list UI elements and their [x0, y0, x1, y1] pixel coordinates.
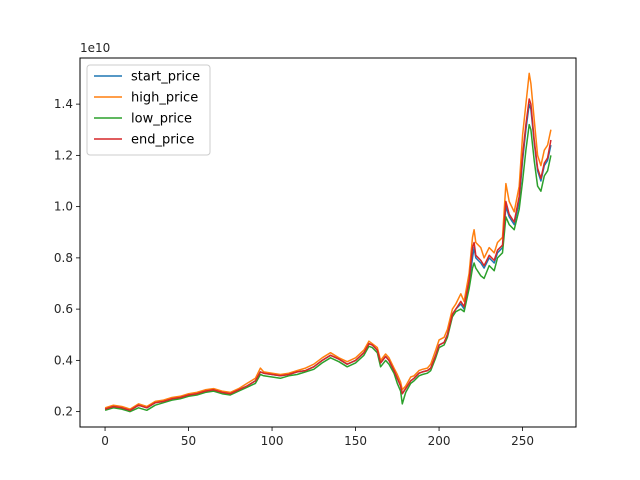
y-tick-label: 1.0	[54, 200, 73, 214]
legend-label-end-price: end_price	[131, 133, 194, 148]
x-tick-label: 250	[511, 434, 534, 448]
legend-label-low-price: low_price	[131, 112, 192, 127]
y-tick-label: 1.2	[54, 148, 73, 162]
series-layer	[104, 72, 552, 413]
y-tick-label: 0.6	[54, 302, 73, 316]
legend-label-start-price: start_price	[131, 70, 200, 85]
y-tick-label: 0.8	[54, 251, 73, 265]
series-line-end-price	[104, 98, 552, 412]
series-line-high-price	[104, 72, 552, 410]
x-tick-label: 200	[428, 434, 451, 448]
x-tick-label: 50	[181, 434, 196, 448]
y-tick-label: 0.4	[54, 353, 73, 367]
x-tick-label: 100	[261, 434, 284, 448]
legend: start_price high_price low_price end_price	[86, 64, 211, 156]
x-tick-label: 0	[101, 434, 109, 448]
legend-label-high-price: high_price	[131, 91, 198, 106]
series-line-low-price	[104, 123, 552, 413]
y-tick-label: 1.4	[54, 97, 73, 111]
legend-box	[86, 64, 211, 156]
x-axis: 0 50 100 150 200 250	[101, 427, 534, 448]
y-axis-offset-label: 1e10	[80, 41, 110, 55]
plot-frame	[79, 57, 577, 428]
y-tick-label: 0.2	[54, 405, 73, 419]
y-axis: 0.2 0.4 0.6 0.8 1.0 1.2 1.4	[54, 97, 80, 419]
x-tick-label: 150	[344, 434, 367, 448]
